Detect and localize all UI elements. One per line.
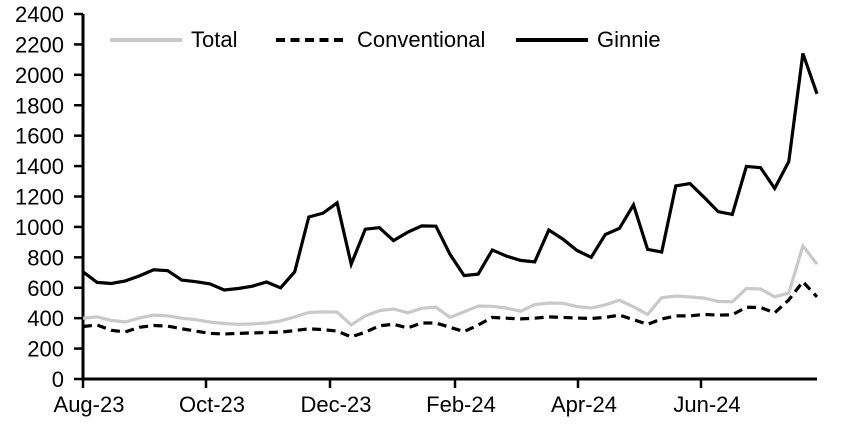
legend-item-ginnie: Ginnie: [516, 25, 661, 55]
x-tick-label: Jun-24: [673, 392, 740, 417]
y-tick-label: 400: [27, 306, 64, 331]
legend-line-total: [110, 38, 182, 42]
y-tick-label: 1000: [15, 215, 64, 240]
x-tick-label: Feb-24: [426, 392, 496, 417]
y-tick-label: 1600: [15, 124, 64, 149]
y-tick-label: 2000: [15, 63, 64, 88]
y-tick-label: 0: [52, 367, 64, 392]
axes: [81, 14, 817, 381]
series-line-conventional: [82, 279, 819, 339]
y-tick-label: 600: [27, 276, 64, 301]
legend: Total Conventional Ginnie: [0, 25, 852, 57]
legend-label-conventional: Conventional: [357, 27, 486, 52]
y-tick-label: 1800: [15, 93, 64, 118]
legend-label-total: Total: [191, 27, 238, 52]
y-tick-label: 2400: [15, 2, 64, 27]
x-tick-label: Aug-23: [54, 392, 125, 417]
x-tick-label: Apr-24: [551, 392, 617, 417]
y-tick-label: 800: [27, 245, 64, 270]
series-line-total: [82, 242, 819, 327]
legend-label-ginnie: Ginnie: [597, 27, 661, 52]
x-tick-label: Oct-23: [179, 392, 245, 417]
x-tick-label: Dec-23: [301, 392, 372, 417]
legend-item-total: Total: [110, 25, 237, 55]
legend-line-ginnie: [516, 38, 588, 42]
y-tick-label: 2200: [15, 32, 64, 57]
y-tick-label: 1200: [15, 185, 64, 210]
legend-line-conventional: [276, 38, 348, 42]
y-tick-label: 1400: [15, 154, 64, 179]
series-line-ginnie: [82, 52, 819, 292]
y-tick-label: 200: [27, 337, 64, 362]
legend-item-conventional: Conventional: [276, 25, 485, 55]
